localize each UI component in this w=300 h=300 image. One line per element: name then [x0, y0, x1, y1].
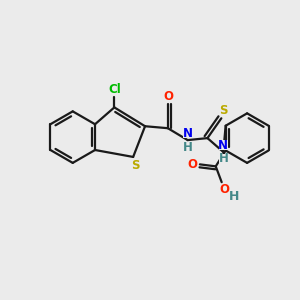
FancyBboxPatch shape	[183, 128, 192, 138]
Text: O: O	[187, 158, 197, 171]
FancyBboxPatch shape	[188, 159, 196, 169]
FancyBboxPatch shape	[220, 184, 229, 194]
Text: N: N	[218, 139, 228, 152]
FancyBboxPatch shape	[183, 142, 192, 152]
Text: O: O	[164, 90, 174, 103]
Text: H: H	[183, 140, 193, 154]
Text: Cl: Cl	[108, 83, 121, 96]
Text: O: O	[220, 183, 230, 196]
FancyBboxPatch shape	[131, 161, 139, 171]
FancyBboxPatch shape	[219, 105, 227, 115]
FancyBboxPatch shape	[230, 191, 239, 201]
Text: H: H	[218, 152, 228, 165]
FancyBboxPatch shape	[219, 140, 227, 150]
Text: S: S	[219, 104, 228, 117]
Text: N: N	[183, 127, 193, 140]
Text: H: H	[230, 190, 240, 202]
Text: S: S	[131, 159, 140, 172]
FancyBboxPatch shape	[107, 85, 121, 94]
FancyBboxPatch shape	[219, 154, 227, 164]
FancyBboxPatch shape	[165, 92, 173, 101]
